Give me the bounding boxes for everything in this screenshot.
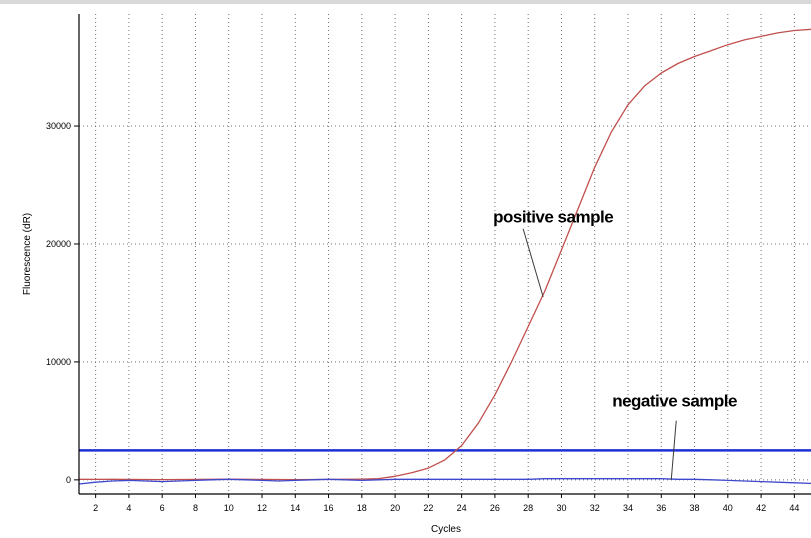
x-tick-label: 2 <box>93 503 98 513</box>
x-tick-label: 14 <box>290 503 300 513</box>
leader-line-negative <box>670 420 677 480</box>
x-tick-label: 38 <box>690 503 700 513</box>
y-tick-label: 10000 <box>46 357 71 367</box>
x-tick-label: 10 <box>224 503 234 513</box>
annotation-positive-sample: positive sample <box>493 208 613 227</box>
x-tick-label: 34 <box>623 503 633 513</box>
x-tick-label: 12 <box>257 503 267 513</box>
y-tick-label: 30000 <box>46 121 71 131</box>
y-tick-label: 0 <box>66 475 71 485</box>
y-axis-title: Fluorescence (dR) <box>22 213 33 295</box>
top-frame-line <box>0 0 811 4</box>
grid <box>79 14 811 494</box>
y-tick-label: 20000 <box>46 239 71 249</box>
x-tick-label: 40 <box>723 503 733 513</box>
axes <box>74 14 811 498</box>
x-tick-label: 4 <box>126 503 131 513</box>
x-tick-label: 22 <box>423 503 433 513</box>
positive-sample-curve <box>78 28 811 481</box>
x-tick-label: 26 <box>490 503 500 513</box>
annotations: positive sample negative sample <box>493 208 738 480</box>
x-tick-label: 8 <box>193 503 198 513</box>
x-tick-label: 20 <box>390 503 400 513</box>
negative-sample-curve <box>78 478 811 485</box>
x-tick-label: 36 <box>656 503 666 513</box>
x-tick-label: 6 <box>160 503 165 513</box>
leader-line-positive <box>522 228 544 298</box>
x-tick-label: 32 <box>590 503 600 513</box>
x-tick-label: 18 <box>357 503 367 513</box>
x-tick-label: 42 <box>756 503 766 513</box>
series-layer <box>78 28 811 485</box>
x-axis-title: Cycles <box>431 524 461 535</box>
x-tick-label: 30 <box>556 503 566 513</box>
x-tick-label: 16 <box>324 503 334 513</box>
annotation-negative-sample: negative sample <box>612 392 737 411</box>
x-tick-label: 44 <box>789 503 799 513</box>
x-tick-label: 24 <box>457 503 467 513</box>
tick-labels: 2 4 6 8 10 12 14 16 18 20 22 24 26 28 30 32 34 36 38 40 42 44… <box>46 121 799 513</box>
x-tick-label: 28 <box>523 503 533 513</box>
